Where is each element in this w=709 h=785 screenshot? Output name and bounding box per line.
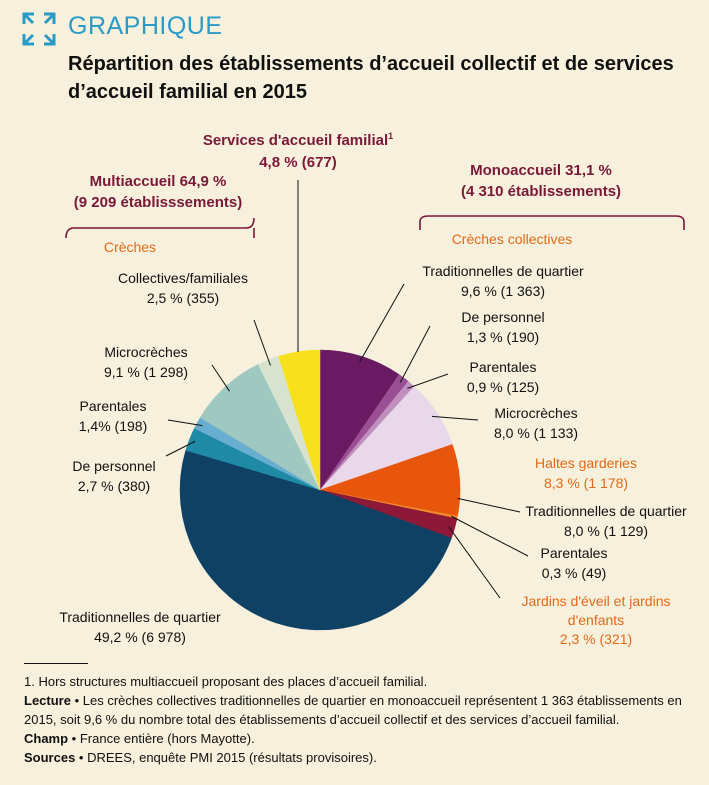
multi-label: Multiaccueil 64,9 % — [90, 173, 227, 190]
sources-note: Sources • DREES, enquête PMI 2015 (résul… — [24, 750, 377, 765]
expand-icon — [22, 12, 56, 46]
slice-label-5: Parentales — [541, 545, 608, 561]
slice-value-5: 0,3 % (49) — [542, 565, 607, 581]
slice-label-8: De personnel — [72, 458, 155, 474]
pie-slice-10 — [199, 364, 321, 491]
mono-label: Monoaccueil 31,1 % — [470, 162, 612, 179]
slice-value-2: 0,9 % (125) — [467, 379, 539, 395]
mono-bracket — [419, 215, 685, 230]
footnote: 1. Hors structures multiaccueil proposan… — [24, 674, 428, 689]
slice-label-2: Parentales — [470, 359, 537, 375]
extra-label-0: Traditionnelles de quartier — [525, 503, 687, 519]
pie-slice-0 — [319, 349, 400, 491]
leader-9 — [167, 419, 203, 427]
slice-value-3: 8,0 % (1 133) — [494, 425, 578, 441]
pie-chart: Services d'accueil familial1 4,8 % (677)… — [59, 131, 687, 647]
slice-labels: Traditionnelles de quartier 9,6 % (1 363)… — [59, 263, 687, 647]
slice-label-6: Jardins d'éveil et jardins — [522, 593, 671, 609]
leader-1 — [399, 325, 431, 383]
extra-leader-0 — [457, 497, 521, 513]
slice-value-11: 2,5 % (355) — [147, 290, 219, 306]
slice-label-4: Haltes garderies — [535, 455, 637, 471]
lecture-note: Lecture • Les crèches collectives tradit… — [24, 693, 682, 727]
leader-2 — [407, 373, 449, 389]
slice-label-6-b: d'enfants — [568, 612, 624, 628]
slice-label-7: Traditionnelles de quartier — [59, 609, 221, 625]
leader-3 — [431, 415, 479, 421]
slice-label-11: Collectives/familiales — [118, 270, 248, 286]
extra-value-0: 8,0 % (1 129) — [564, 523, 648, 539]
champ-note: Champ • France entière (hors Mayotte). — [24, 731, 255, 746]
slice-value-6: 2,3 % (321) — [560, 631, 632, 647]
slice-value-9: 1,4% (198) — [79, 418, 147, 434]
leader-10 — [211, 364, 230, 392]
chart-title: Répartition des établissements d’accueil… — [68, 53, 674, 103]
slice-value-8: 2,7 % (380) — [78, 478, 150, 494]
section-label: GRAPHIQUE — [68, 12, 223, 40]
slice-label-10: Microcrèches — [104, 344, 187, 360]
slice-value-4: 8,3 % (1 178) — [544, 475, 628, 491]
leader-lines — [165, 283, 529, 599]
slice-value-10: 9,1 % (1 298) — [104, 364, 188, 380]
services-value: 4,8 % (677) — [259, 154, 337, 171]
mono-count: (4 310 établissements) — [461, 183, 621, 200]
leader-5 — [451, 515, 529, 557]
leader-8 — [165, 440, 196, 457]
mono-sub: Crèches collectives — [452, 231, 573, 247]
slice-label-3: Microcrèches — [494, 405, 577, 421]
multi-sub: Crèches — [104, 239, 156, 255]
pie-slice-12 — [278, 349, 321, 491]
leader-6 — [448, 526, 501, 599]
slice-label-1: De personnel — [461, 309, 544, 325]
notes: 1. Hors structures multiaccueil proposan… — [24, 663, 694, 767]
leader-0 — [359, 283, 405, 363]
slice-value-0: 9,6 % (1 363) — [461, 283, 545, 299]
slice-label-9: Parentales — [80, 398, 147, 414]
pie-slice-7 — [179, 449, 452, 631]
multi-bracket — [65, 217, 255, 239]
notes-rule — [24, 663, 88, 664]
multi-count: (9 209 établisssements) — [74, 194, 242, 211]
pie-slices — [179, 349, 461, 631]
slice-label-0: Traditionnelles de quartier — [422, 263, 584, 279]
slice-value-1: 1,3 % (190) — [467, 329, 539, 345]
leader-11 — [253, 319, 271, 366]
services-label: Services d'accueil familial1 — [203, 131, 393, 149]
slice-value-7: 49,2 % (6 978) — [94, 629, 186, 645]
